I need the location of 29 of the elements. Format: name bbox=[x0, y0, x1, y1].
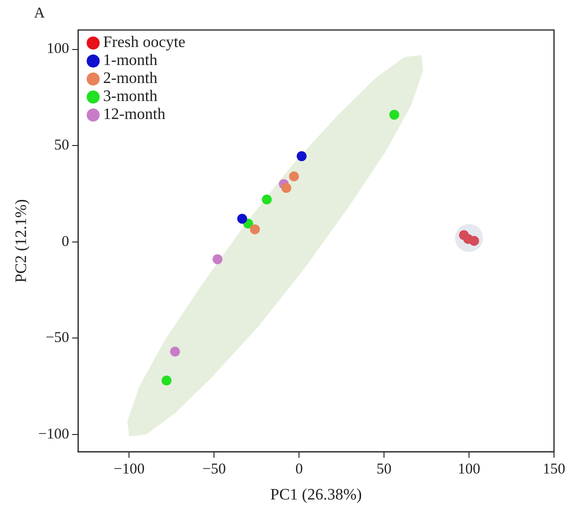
point bbox=[170, 346, 180, 357]
legend-label: 1-month bbox=[103, 52, 158, 70]
chart-title: A bbox=[34, 5, 45, 22]
y-axis-title: PC2 (12.1%) bbox=[12, 199, 30, 283]
x-tick-label: 100 bbox=[458, 462, 480, 478]
x-axis-title: PC1 (26.38%) bbox=[270, 486, 362, 504]
legend-label: Fresh oocyte bbox=[103, 34, 186, 52]
point bbox=[237, 214, 248, 224]
point bbox=[212, 254, 223, 264]
legend-label: 12-month bbox=[103, 106, 166, 124]
point bbox=[250, 224, 260, 234]
y-tick-label: −100 bbox=[38, 426, 70, 442]
x-tick-label: 150 bbox=[542, 462, 566, 478]
y-tick-label: −50 bbox=[46, 330, 70, 346]
x-tick-label: 0 bbox=[295, 462, 303, 478]
point bbox=[162, 376, 172, 386]
point bbox=[389, 110, 400, 120]
point bbox=[296, 151, 307, 162]
y-tick-label: 100 bbox=[46, 41, 70, 58]
point bbox=[281, 182, 292, 193]
x-tick-label: −50 bbox=[202, 462, 226, 478]
x-tick-label: −100 bbox=[114, 462, 145, 478]
y-tick-label: 0 bbox=[62, 234, 70, 250]
point bbox=[262, 194, 272, 204]
legend-label: 2-month bbox=[103, 70, 158, 88]
x-tick-label: 50 bbox=[376, 462, 392, 478]
point bbox=[288, 171, 299, 182]
y-tick-label: 50 bbox=[54, 138, 70, 154]
legend-label: 3-month bbox=[103, 88, 158, 106]
